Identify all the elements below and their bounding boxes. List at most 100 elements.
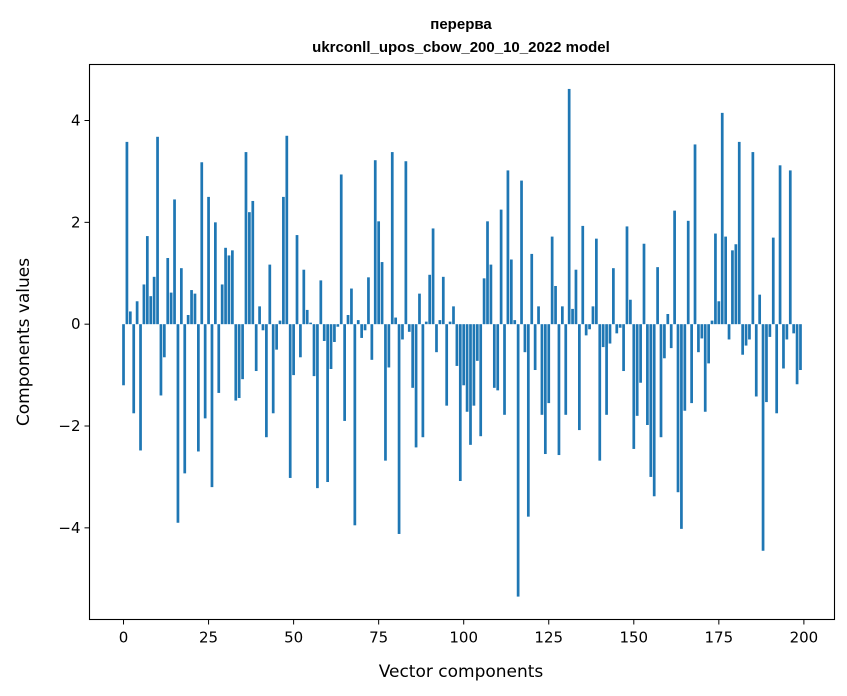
bar-170	[700, 324, 704, 339]
bars-group	[122, 88, 802, 597]
bar-135	[581, 225, 585, 325]
bar-39	[254, 324, 258, 372]
bar-80	[394, 317, 398, 325]
bar-6	[142, 284, 146, 325]
bar-93	[438, 320, 442, 325]
bar-59	[322, 324, 326, 341]
bar-40	[258, 306, 261, 325]
bar-75	[377, 221, 381, 325]
bar-45	[275, 324, 278, 350]
bar-153	[642, 243, 646, 325]
y-tick-label: −2	[58, 417, 80, 435]
chart-title-line-1: перерва	[430, 16, 492, 33]
bar-108	[489, 264, 493, 325]
bar-149	[629, 299, 632, 325]
bar-23	[200, 162, 204, 325]
bar-122	[537, 306, 540, 325]
bar-199	[799, 324, 802, 371]
bar-164	[680, 324, 683, 529]
bar-196	[788, 170, 792, 325]
bar-26	[210, 324, 214, 488]
bar-27	[214, 222, 217, 325]
bar-181	[737, 141, 741, 325]
bar-90	[428, 274, 432, 325]
bar-74	[373, 160, 377, 325]
bar-71	[363, 324, 367, 331]
bar-158	[659, 324, 663, 438]
bar-48	[285, 135, 289, 325]
bar-19	[186, 315, 190, 325]
bar-192	[775, 324, 779, 414]
bar-168	[693, 144, 697, 325]
y-axis-label: Components values	[14, 258, 34, 426]
bar-128	[557, 324, 561, 456]
bar-72	[367, 277, 370, 325]
bar-5	[139, 324, 142, 451]
bar-51	[295, 235, 299, 325]
bar-28	[217, 324, 221, 393]
bar-146	[618, 324, 622, 328]
bar-105	[479, 324, 483, 437]
x-tick-label: 100	[449, 629, 478, 647]
bar-151	[635, 324, 639, 416]
x-tick-label: 25	[199, 629, 218, 647]
bar-56	[312, 324, 316, 377]
bar-148	[625, 226, 629, 325]
bar-132	[571, 308, 574, 325]
bar-13	[166, 257, 170, 325]
bar-112	[503, 324, 506, 415]
bar-10	[156, 136, 159, 325]
bar-34	[237, 324, 241, 399]
bar-22	[197, 324, 200, 452]
bar-101	[465, 324, 469, 412]
bar-1	[125, 141, 129, 325]
bar-41	[261, 324, 265, 331]
bar-61	[329, 324, 333, 369]
bar-113	[506, 170, 510, 325]
bar-79	[390, 152, 394, 325]
bar-150	[632, 324, 636, 449]
x-tick-label: 0	[119, 629, 129, 647]
bar-32	[231, 250, 234, 325]
bar-50	[292, 324, 295, 376]
bar-92	[435, 324, 438, 353]
bar-95	[445, 324, 449, 406]
bar-43	[268, 264, 272, 325]
bar-160	[666, 314, 670, 325]
bar-67	[350, 288, 353, 325]
x-axis-ticks: 0 25 50 75 100 125 150 175 200	[119, 619, 819, 647]
bar-144	[612, 268, 615, 325]
bar-73	[370, 324, 374, 360]
bar-141	[601, 324, 605, 348]
bar-189	[765, 324, 768, 403]
y-axis-ticks: −4 −2 0 2 4	[58, 112, 90, 537]
bar-115	[513, 320, 517, 325]
bar-65	[343, 324, 346, 421]
y-tick-label: −4	[58, 519, 80, 537]
bar-33	[234, 324, 238, 401]
bar-55	[309, 322, 312, 325]
bar-198	[795, 324, 799, 385]
bar-167	[690, 324, 693, 404]
bar-78	[387, 324, 391, 368]
bar-194	[782, 324, 785, 369]
bar-178	[727, 324, 731, 340]
bar-54	[305, 309, 309, 325]
chart-title-line-2: ukrconll_upos_cbow_200_10_2022 model	[312, 39, 610, 56]
bar-68	[353, 324, 357, 526]
bar-169	[697, 324, 700, 353]
bar-183	[744, 324, 748, 346]
bar-110	[496, 324, 500, 391]
bar-191	[771, 237, 775, 325]
bar-24	[203, 324, 207, 419]
bar-172	[707, 324, 710, 364]
bar-99	[458, 324, 462, 482]
bar-86	[414, 324, 418, 448]
bar-52	[299, 324, 302, 358]
x-tick-label: 200	[790, 629, 819, 647]
bar-9	[152, 276, 156, 325]
bar-14	[169, 292, 173, 325]
bar-133	[574, 269, 578, 325]
bar-156	[652, 324, 656, 497]
